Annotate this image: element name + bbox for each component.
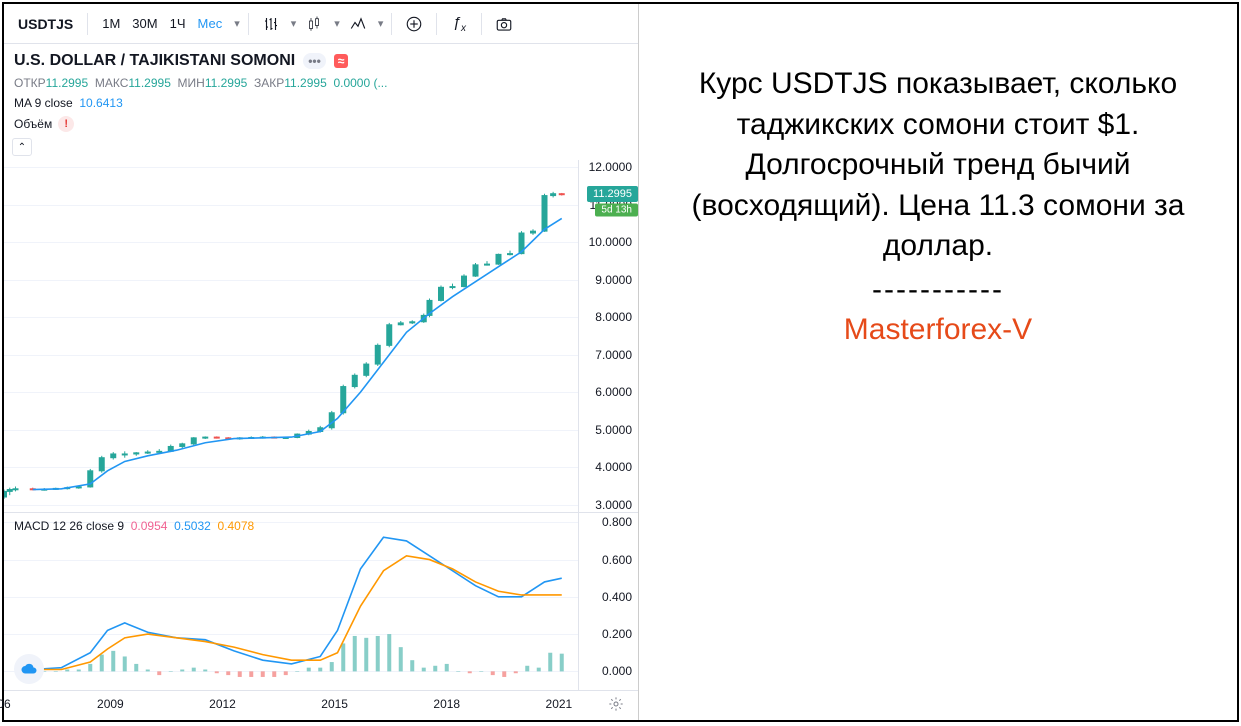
- x-tick-label: 2018: [433, 697, 460, 711]
- chart-panel: USDTJS 1М30М1ЧМес ▾ ▾ ▾ ▾ ƒx U.S. DOLLAR…: [4, 4, 639, 720]
- y-tick-label: 0.400: [602, 590, 632, 604]
- pair-title: U.S. DOLLAR / TAJIKISTANI SOMONI: [14, 52, 295, 70]
- brand-text: Masterforex-V: [844, 313, 1032, 347]
- toolbar-separator: [481, 13, 482, 35]
- y-tick-label: 8.0000: [595, 310, 632, 324]
- y-tick-label: 7.0000: [595, 348, 632, 362]
- candles-icon[interactable]: [300, 10, 328, 38]
- y-tick-label: 0.600: [602, 553, 632, 567]
- timeframe-1Ч[interactable]: 1Ч: [164, 12, 192, 35]
- timeframe-30М[interactable]: 30М: [126, 12, 163, 35]
- chevron-down-icon[interactable]: ▾: [378, 17, 384, 30]
- symbol-label[interactable]: USDTJS: [12, 16, 79, 32]
- y-tick-label: 0.800: [602, 515, 632, 529]
- y-tick-label: 3.0000: [595, 498, 632, 512]
- price-label: 11.2995: [587, 186, 638, 202]
- cloud-icon[interactable]: [14, 654, 44, 684]
- y-tick-label: 10.0000: [589, 235, 632, 249]
- y-tick-label: 9.0000: [595, 273, 632, 287]
- timeframe-Мес[interactable]: Мес: [192, 12, 229, 35]
- gear-icon[interactable]: [608, 696, 624, 717]
- compare-icon[interactable]: [400, 10, 428, 38]
- y-tick-label: 6.0000: [595, 385, 632, 399]
- x-tick-label: 2012: [209, 697, 236, 711]
- fx-icon[interactable]: ƒx: [445, 10, 473, 38]
- low-value: 11.2995: [205, 76, 248, 90]
- toolbar-separator: [391, 13, 392, 35]
- toolbar-separator: [248, 13, 249, 35]
- description-text: Курс USDTJS показывает, сколько таджикск…: [669, 64, 1207, 267]
- macd-chart[interactable]: MACD 12 26 close 9 0.0954 0.5032 0.4078 …: [4, 512, 638, 690]
- y-tick-label: 4.0000: [595, 460, 632, 474]
- low-label: МИН: [178, 76, 205, 90]
- macd-legend: MACD 12 26 close 9 0.0954 0.5032 0.4078: [14, 519, 254, 533]
- y-tick-label: 12.0000: [589, 160, 632, 174]
- change-value: 0.0000 (...: [333, 76, 387, 90]
- x-tick-label: 2021: [546, 697, 573, 711]
- ma-value: 10.6413: [79, 96, 122, 110]
- toolbar: USDTJS 1М30М1ЧМес ▾ ▾ ▾ ▾ ƒx: [4, 4, 638, 44]
- high-value: 11.2995: [128, 76, 171, 90]
- countdown-label: 5d 13h: [595, 203, 638, 216]
- bars-icon[interactable]: [257, 10, 285, 38]
- x-tick-label: 06: [0, 697, 11, 711]
- close-value: 11.2995: [284, 76, 327, 90]
- volume-label: Объём: [14, 117, 52, 131]
- high-label: МАКС: [95, 76, 129, 90]
- open-value: 11.2995: [46, 76, 89, 90]
- separator-text: -----------: [872, 273, 1004, 307]
- description-panel: Курс USDTJS показывает, сколько таджикск…: [639, 4, 1237, 720]
- more-icon[interactable]: •••: [303, 53, 326, 69]
- y-tick-label: 0.000: [602, 664, 632, 678]
- x-tick-label: 2009: [97, 697, 124, 711]
- chevron-down-icon[interactable]: ▾: [234, 17, 240, 30]
- open-label: ОТКР: [14, 76, 46, 90]
- y-tick-label: 5.0000: [595, 423, 632, 437]
- macd-label: MACD 12 26 close 9: [14, 519, 124, 533]
- chevron-down-icon[interactable]: ▾: [334, 17, 340, 30]
- macd-macd-value: 0.5032: [174, 519, 211, 533]
- camera-icon[interactable]: [490, 10, 518, 38]
- toolbar-separator: [87, 13, 88, 35]
- macd-signal-value: 0.4078: [217, 519, 254, 533]
- x-axis: 0620092012201520182021: [4, 690, 638, 720]
- chart-legend: U.S. DOLLAR / TAJIKISTANI SOMONI ••• ≈ О…: [4, 44, 638, 160]
- main-chart[interactable]: 3.0000 4.0000 5.0000 6.0000 7.0000 8.0000 9.00…: [4, 160, 638, 512]
- toolbar-separator: [436, 13, 437, 35]
- warning-icon[interactable]: !: [58, 116, 74, 132]
- wave-icon[interactable]: ≈: [334, 54, 349, 68]
- ohlc-row: ОТКР11.2995 МАКС11.2995 МИН11.2995 ЗАКР1…: [14, 76, 628, 90]
- x-tick-label: 2015: [321, 697, 348, 711]
- macd-hist-value: 0.0954: [131, 519, 168, 533]
- indicators-icon[interactable]: [344, 10, 372, 38]
- ma-label: MA 9 close: [14, 96, 73, 110]
- close-label: ЗАКР: [254, 76, 284, 90]
- chevron-down-icon[interactable]: ▾: [291, 17, 297, 30]
- y-tick-label: 0.200: [602, 627, 632, 641]
- collapse-icon[interactable]: ⌃: [12, 138, 32, 156]
- timeframe-1М[interactable]: 1М: [96, 12, 126, 35]
